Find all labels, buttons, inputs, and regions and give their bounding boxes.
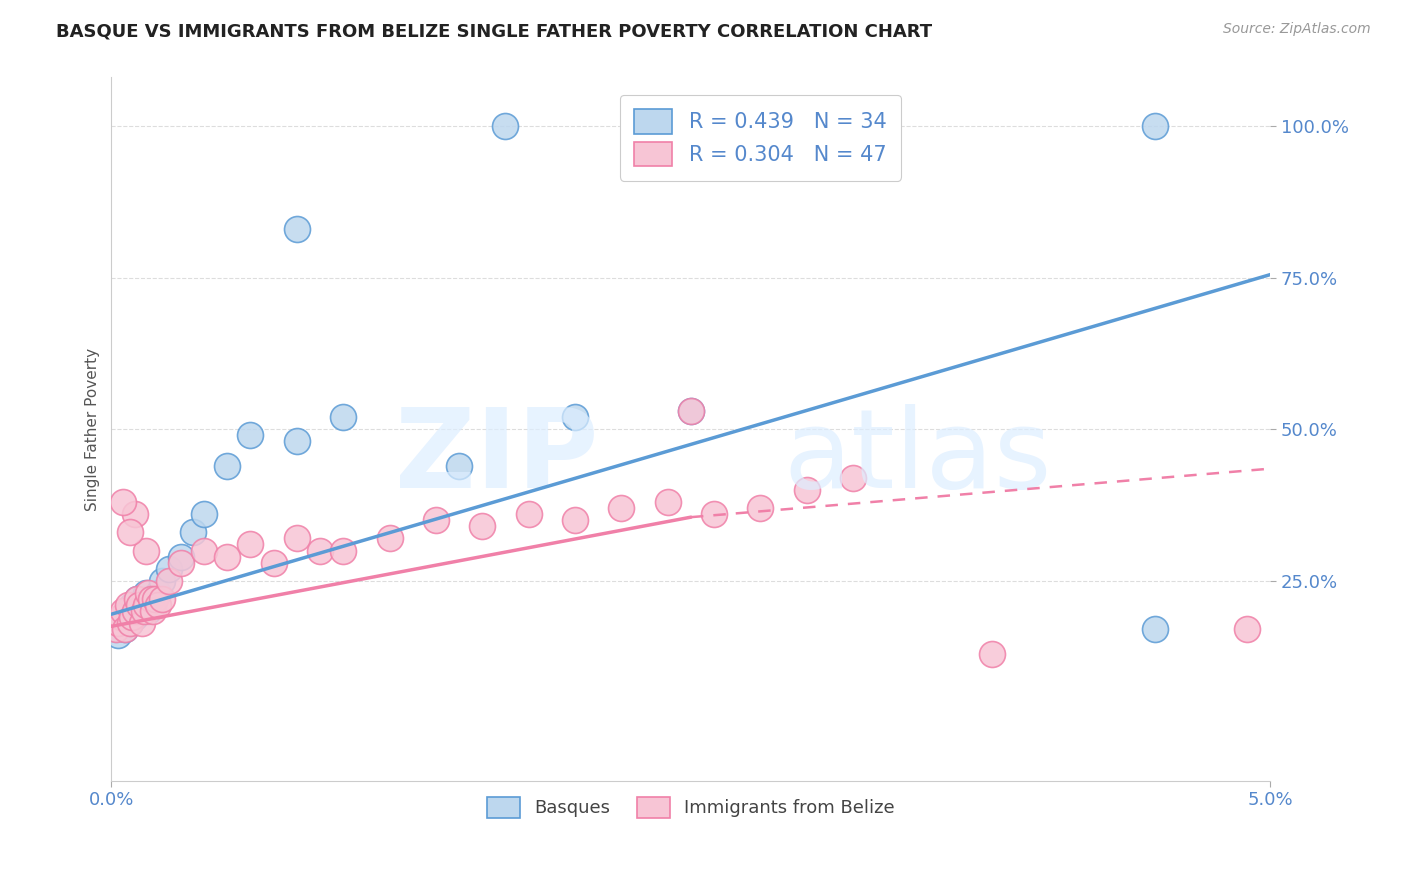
Point: [111, 610, 134, 624]
Point: [217, 549, 239, 564]
Point: [128, 604, 150, 618]
Point: [138, 586, 160, 600]
Point: [239, 537, 262, 551]
Point: [128, 598, 150, 612]
Point: [679, 404, 702, 418]
Point: [157, 574, 180, 588]
Point: [107, 628, 129, 642]
Point: [449, 458, 471, 473]
Point: [749, 501, 772, 516]
Point: [117, 598, 139, 612]
Point: [135, 586, 157, 600]
Point: [124, 507, 146, 521]
Point: [564, 513, 586, 527]
Point: [111, 495, 134, 509]
Point: [131, 616, 153, 631]
Point: [285, 532, 308, 546]
Point: [332, 410, 354, 425]
Point: [142, 604, 165, 618]
Point: [146, 598, 169, 612]
Text: BASQUE VS IMMIGRANTS FROM BELIZE SINGLE FATHER POVERTY CORRELATION CHART: BASQUE VS IMMIGRANTS FROM BELIZE SINGLE …: [56, 22, 932, 40]
Point: [118, 616, 141, 631]
Point: [170, 556, 193, 570]
Y-axis label: Single Father Poverty: Single Father Poverty: [86, 348, 100, 511]
Point: [124, 610, 146, 624]
Point: [1143, 623, 1166, 637]
Point: [378, 532, 401, 546]
Point: [285, 222, 308, 236]
Point: [181, 525, 204, 540]
Point: [425, 513, 447, 527]
Point: [679, 404, 702, 418]
Point: [157, 562, 180, 576]
Point: [332, 543, 354, 558]
Point: [111, 604, 134, 618]
Point: [152, 574, 174, 588]
Point: [1143, 119, 1166, 133]
Point: [118, 525, 141, 540]
Point: [135, 543, 157, 558]
Point: [105, 623, 128, 637]
Point: [121, 598, 143, 612]
Point: [495, 119, 517, 133]
Point: [471, 519, 494, 533]
Point: [239, 428, 262, 442]
Point: [517, 507, 540, 521]
Text: atlas: atlas: [783, 404, 1052, 511]
Point: [309, 543, 332, 558]
Point: [610, 501, 633, 516]
Legend: Basques, Immigrants from Belize: Basques, Immigrants from Belize: [479, 789, 901, 825]
Point: [135, 598, 157, 612]
Point: [842, 471, 865, 485]
Point: [125, 592, 148, 607]
Point: [564, 410, 586, 425]
Point: [118, 616, 141, 631]
Point: [114, 623, 136, 637]
Point: [110, 610, 132, 624]
Point: [217, 458, 239, 473]
Point: [263, 556, 285, 570]
Point: [703, 507, 725, 521]
Point: [132, 604, 155, 618]
Text: ZIP: ZIP: [395, 404, 598, 511]
Point: [145, 592, 167, 607]
Point: [139, 592, 162, 607]
Point: [139, 592, 162, 607]
Text: Source: ZipAtlas.com: Source: ZipAtlas.com: [1223, 22, 1371, 37]
Point: [1236, 623, 1258, 637]
Point: [142, 598, 165, 612]
Point: [146, 586, 169, 600]
Point: [193, 507, 215, 521]
Point: [981, 647, 1004, 661]
Point: [125, 592, 148, 607]
Point: [657, 495, 679, 509]
Point: [132, 592, 155, 607]
Point: [796, 483, 818, 497]
Point: [193, 543, 215, 558]
Point: [138, 604, 160, 618]
Point: [117, 604, 139, 618]
Point: [121, 610, 143, 624]
Point: [124, 604, 146, 618]
Point: [110, 616, 132, 631]
Point: [107, 616, 129, 631]
Point: [105, 623, 128, 637]
Point: [114, 623, 136, 637]
Point: [170, 549, 193, 564]
Point: [131, 598, 153, 612]
Point: [152, 592, 174, 607]
Point: [285, 434, 308, 449]
